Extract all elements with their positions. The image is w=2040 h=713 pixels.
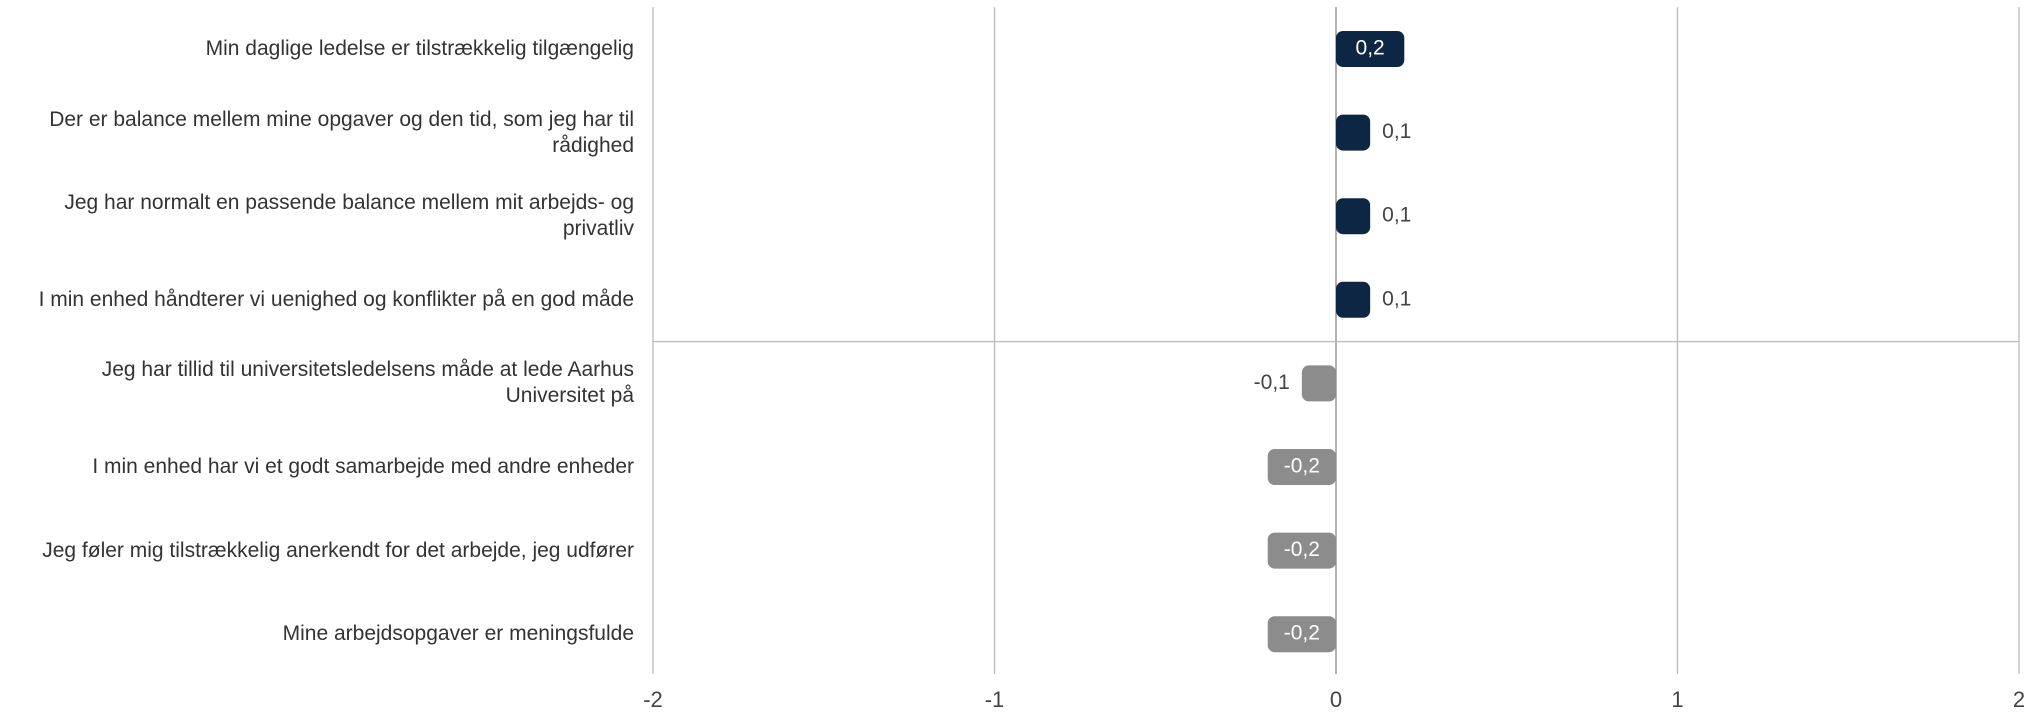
bar	[1336, 114, 1371, 151]
x-tick-label: -1	[985, 687, 1005, 712]
category-label: Min daglige ledelse er tilstrækkelig til…	[205, 37, 634, 60]
x-tick-label: -2	[643, 687, 663, 712]
category-label: I min enhed håndterer vi uenighed og kon…	[38, 287, 634, 311]
category-label: Jeg føler mig tilstrækkelig anerkendt fo…	[42, 538, 634, 562]
value-label: -0,2	[1284, 622, 1320, 645]
category-label: I min enhed har vi et godt samarbejde me…	[92, 455, 634, 478]
x-tick-label: 2	[2013, 687, 2025, 712]
category-label: Jeg har normalt en passende balance mell…	[64, 191, 634, 241]
x-tick-label: 0	[1330, 687, 1342, 712]
value-label: -0,1	[1254, 371, 1290, 394]
bar	[1267, 532, 1336, 569]
value-label: 0,1	[1382, 120, 1411, 143]
bar	[1301, 365, 1336, 402]
bar	[1336, 198, 1371, 235]
category-label: Jeg har tillid til universitetsledelsens…	[101, 358, 634, 408]
bar	[1336, 31, 1405, 67]
x-tick-label: 1	[1671, 687, 1683, 712]
category-label: Mine arbejdsopgaver er meningsfulde	[282, 622, 634, 646]
value-label: -0,2	[1284, 538, 1320, 561]
bar	[1267, 449, 1336, 485]
value-label: 0,1	[1382, 287, 1411, 310]
bar	[1336, 281, 1371, 318]
bar	[1267, 616, 1336, 653]
category-label: Der er balance mellem mine opgaver og de…	[49, 107, 634, 157]
value-label: 0,1	[1382, 204, 1411, 227]
value-label: 0,2	[1356, 37, 1385, 60]
value-label: -0,2	[1284, 455, 1320, 478]
